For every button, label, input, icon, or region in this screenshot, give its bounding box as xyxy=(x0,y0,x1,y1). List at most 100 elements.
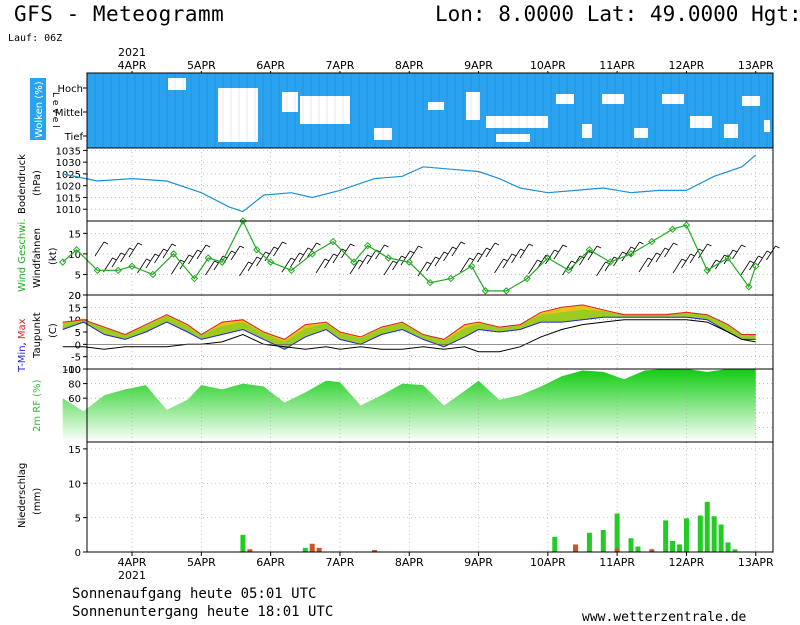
wind-speed-marker xyxy=(59,258,67,266)
wind-panel: 0 5 10 15 Wind Geschwi. Windfahnen (kt) xyxy=(17,217,780,302)
wind-speed-marker xyxy=(149,270,157,279)
wind-barb-flag xyxy=(163,248,168,252)
date-label-top: 8APR xyxy=(395,59,424,72)
wind-barb xyxy=(256,251,266,267)
snow-bar xyxy=(247,549,253,552)
temp-ytick-label: -5 xyxy=(71,353,81,364)
wind-barb xyxy=(477,247,487,263)
wind-barb xyxy=(171,259,181,275)
wind-barb-flag xyxy=(231,250,236,254)
wind-barb xyxy=(502,253,513,269)
date-label-bottom: 12APR xyxy=(669,556,705,569)
wind-barb-flag xyxy=(503,258,508,262)
precip-ytick-label: 10 xyxy=(68,479,81,490)
wind-barb xyxy=(740,260,751,276)
wind-barb-flag xyxy=(469,257,474,261)
wind-barb xyxy=(162,243,173,259)
year-label-top: 2021 xyxy=(118,46,146,59)
wind-speed-marker xyxy=(703,266,711,275)
wind-barb xyxy=(128,242,139,258)
wind-barb xyxy=(519,243,530,259)
date-label-top: 7APR xyxy=(326,59,355,72)
rain-bar xyxy=(677,544,683,552)
wind-speed-marker xyxy=(724,254,732,262)
wind-speed-marker xyxy=(585,246,594,254)
date-label-top: 9APR xyxy=(464,59,493,72)
sunrise-text: Sonnenaufgang heute 05:01 UTC xyxy=(72,586,317,602)
cloud-side-label: Level xyxy=(50,92,60,131)
wind-ytick-label: 10 xyxy=(68,250,81,261)
wind-speed-marker xyxy=(128,262,136,270)
temp-axis-label: T-Min, Max xyxy=(17,318,28,373)
wind-barb-flag xyxy=(520,248,525,252)
wind-barb xyxy=(409,245,419,261)
wind-barb-flag xyxy=(707,243,712,247)
rain-bar xyxy=(552,536,558,552)
wind-barb xyxy=(290,252,300,268)
wind-frame xyxy=(86,220,774,296)
wind-barb xyxy=(213,255,224,271)
date-label-bottom: 11APR xyxy=(599,556,635,569)
wind-barb-flag xyxy=(137,242,143,246)
wind-barb xyxy=(366,249,377,265)
wind-barb-flag xyxy=(384,244,389,248)
rain-bar xyxy=(240,534,246,552)
wind-barb xyxy=(443,246,453,262)
cloud-gap xyxy=(374,128,392,140)
cloud-background xyxy=(87,73,773,148)
wind-barb xyxy=(324,253,334,269)
wind-speed-marker xyxy=(627,250,635,258)
wind-barb-flag xyxy=(656,252,661,256)
date-label-top: 6APR xyxy=(256,59,285,72)
wind-speed-marker xyxy=(384,254,393,262)
wind-barb xyxy=(307,242,317,258)
rain-bar xyxy=(586,532,592,552)
year-label-bottom: 2021 xyxy=(118,569,146,582)
wind-speed-marker xyxy=(204,254,212,262)
wind-barb-flag xyxy=(333,253,338,257)
wind-barb-flag xyxy=(749,260,755,264)
snow-bar xyxy=(573,544,579,552)
wind-speed-marker xyxy=(745,283,753,291)
wind-barb xyxy=(749,255,759,271)
wind-barb-flag xyxy=(103,241,109,245)
temp-ytick-label: 5 xyxy=(75,328,81,339)
wind-barb-flag xyxy=(639,241,644,245)
wind-barb-flag xyxy=(256,256,262,260)
temp-max-line xyxy=(62,304,756,340)
wind-barb xyxy=(689,248,700,264)
wind-barb-flag xyxy=(426,261,432,265)
wind-barb xyxy=(417,261,428,277)
rain-bar xyxy=(725,542,731,552)
wind-speed-marker xyxy=(523,274,531,283)
wind-barbs-label: Windfahnen xyxy=(32,228,43,288)
date-label-bottom: 7APR xyxy=(326,556,355,569)
wind-barb xyxy=(460,257,470,273)
wind-barb-flag xyxy=(758,255,763,259)
wind-barb xyxy=(553,244,564,260)
cloud-label-box xyxy=(30,78,46,140)
date-label-bottom: 8APR xyxy=(395,556,424,569)
model-run: Lauf: 06Z xyxy=(8,33,63,44)
wind-barb-flag xyxy=(554,249,559,253)
wind-barb-flag xyxy=(214,260,219,264)
pressure-axis-label: Bodendruck xyxy=(17,154,28,214)
wind-speed-marker xyxy=(467,262,476,270)
precip-ytick-label: 5 xyxy=(75,514,81,525)
cloud-gap xyxy=(218,88,258,142)
date-label-top: 12APR xyxy=(669,59,705,72)
pressure-unit-label: (hPa) xyxy=(32,170,43,196)
wind-barb-flag xyxy=(358,259,364,263)
wind-barb-flag xyxy=(486,247,491,251)
website-link[interactable]: www.wetterzentrale.de xyxy=(582,610,747,625)
rain-bar xyxy=(704,501,710,552)
wind-speed-marker xyxy=(93,266,102,275)
wind-barb xyxy=(647,252,657,268)
cloud-gap xyxy=(428,102,444,110)
wind-speed-marker xyxy=(648,237,656,246)
cloud-gap xyxy=(602,94,624,104)
wind-ytick-label: 0 xyxy=(75,291,81,302)
wind-speed-marker xyxy=(502,287,510,295)
